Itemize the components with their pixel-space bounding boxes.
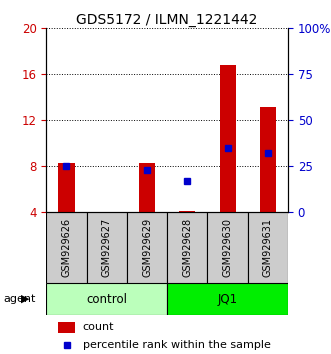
Bar xyxy=(167,283,288,315)
Bar xyxy=(167,212,208,283)
Bar xyxy=(59,322,75,333)
Bar xyxy=(139,163,155,212)
Bar xyxy=(127,212,167,283)
Text: GSM929629: GSM929629 xyxy=(142,218,152,278)
Title: GDS5172 / ILMN_1221442: GDS5172 / ILMN_1221442 xyxy=(76,13,258,27)
Text: GSM929626: GSM929626 xyxy=(62,218,71,278)
Bar xyxy=(87,212,127,283)
Text: GSM929630: GSM929630 xyxy=(222,218,233,277)
Text: GSM929627: GSM929627 xyxy=(102,218,112,278)
Bar xyxy=(58,163,74,212)
Text: GSM929631: GSM929631 xyxy=(263,218,273,277)
Bar xyxy=(208,212,248,283)
Bar xyxy=(248,212,288,283)
Text: agent: agent xyxy=(3,294,36,304)
Text: count: count xyxy=(83,322,114,332)
Text: percentile rank within the sample: percentile rank within the sample xyxy=(83,340,270,350)
Text: control: control xyxy=(86,293,127,306)
Bar xyxy=(260,107,276,212)
Bar xyxy=(46,212,87,283)
Text: GSM929628: GSM929628 xyxy=(182,218,192,278)
Bar xyxy=(179,211,195,212)
Bar xyxy=(46,283,167,315)
Bar xyxy=(219,65,236,212)
Text: ▶: ▶ xyxy=(21,294,29,304)
Text: JQ1: JQ1 xyxy=(217,293,238,306)
